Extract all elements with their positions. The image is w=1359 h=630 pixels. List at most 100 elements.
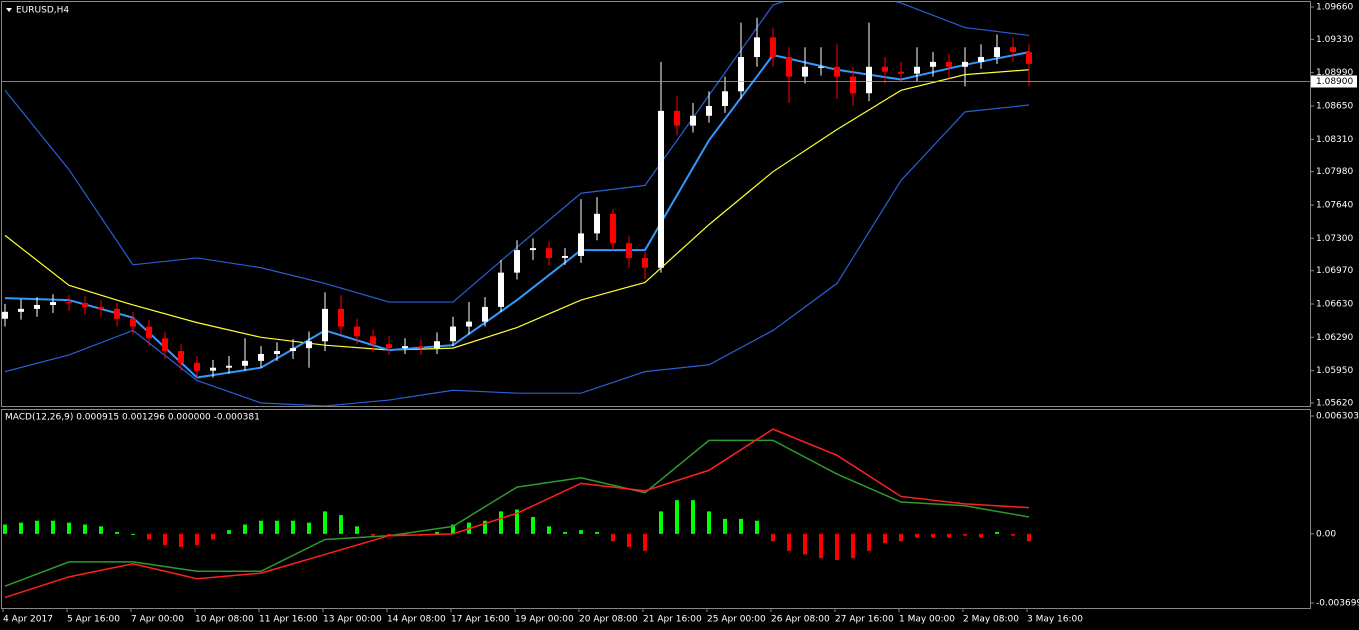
x-tick-label: 20 Apr 08:00 [579,615,638,625]
candle-body [594,213,600,234]
histogram-bar [755,520,759,534]
y-tick-label: 0.00 [1316,529,1336,539]
candle-body [722,91,728,106]
candle-body [658,110,664,268]
histogram-bar [835,533,839,561]
candle-body [306,341,312,349]
candle-body [546,248,552,258]
x-tick-label: 27 Apr 16:00 [835,615,894,625]
candle-body [978,56,984,62]
indicator-line [4,104,1030,406]
candle-body [834,66,840,77]
candle-body [994,47,1000,57]
histogram-bar [723,518,727,534]
histogram-bar [659,511,663,534]
histogram-bar [819,533,823,559]
histogram-bar [739,518,743,534]
x-tick-label: 13 Apr 00:00 [323,615,382,625]
candle-body [818,66,824,68]
histogram-bar [899,533,903,542]
candle-body [610,213,616,244]
axes: 1.09660 1.09330 1.08990 1.08650 1.08310 1.079… [2,3,1359,625]
candle-body [258,353,264,361]
histogram-bar [195,533,199,546]
histogram-bar [291,520,295,534]
y-tick-label: 1.09330 [1316,35,1353,45]
histogram-bar [787,533,791,551]
histogram-bar [179,533,183,547]
histogram-bar [531,517,535,534]
y-tick-label: -0.003699 [1316,599,1359,609]
histogram-bar [643,533,647,551]
histogram-bar [51,520,55,534]
candle-body [770,37,776,57]
symbol-title: EURUSD,H4 [16,6,69,16]
candle-body [530,248,536,251]
histogram-bar [979,533,983,538]
candle-body [1026,52,1032,64]
histogram-bar [563,531,567,534]
histogram-bar [627,533,631,547]
y-tick-label: 1.08990 [1316,68,1353,78]
y-tick-label: 1.07640 [1316,201,1353,211]
candle-body [946,61,952,67]
x-tick-label: 17 Apr 16:00 [451,615,510,625]
histogram-bar [83,524,87,534]
histogram-bar [995,531,999,534]
histogram-bar [387,533,391,536]
histogram-bar [307,522,311,534]
candle-body [626,243,632,258]
histogram-bar [595,531,599,534]
x-tick-label: 7 Apr 00:00 [131,615,184,625]
candle-body [194,362,200,371]
candle-body [354,326,360,337]
x-tick-label: 5 Apr 16:00 [67,615,120,625]
x-tick-label: 14 Apr 08:00 [387,615,446,625]
x-tick-label: 1 May 00:00 [899,615,955,625]
candle-body [850,76,856,94]
candle-body [418,346,424,349]
histogram-bar [435,531,439,534]
histogram-bar [259,520,263,534]
candle-body [450,326,456,342]
histogram-bar [99,526,103,534]
histogram-bar [451,524,455,534]
x-tick-label: 19 Apr 00:00 [515,615,574,625]
candle-body [146,326,152,339]
candle-body [322,308,328,342]
y-tick-label: 1.07300 [1316,234,1353,244]
current-price-label: 1.08900 [1316,77,1353,87]
candle-body [866,66,872,94]
main-panel [1,1,1311,407]
macd-panel [1,409,1311,609]
histogram-bar [275,520,279,534]
histogram-bar [147,533,151,540]
histogram-bar [707,511,711,534]
histogram-bar [211,533,215,540]
menu-arrow[interactable] [6,8,12,12]
histogram-bar [339,515,343,534]
histogram-bar [355,526,359,534]
histogram-bar [883,533,887,544]
histogram-bar [915,533,919,538]
candle-body [562,255,568,258]
candle-body [786,56,792,77]
x-tick-label: 26 Apr 08:00 [771,615,830,625]
histogram-bar [947,533,951,538]
candle-body [882,66,888,72]
histogram-bar [803,533,807,555]
histogram-bar [611,533,615,542]
candle-body [802,66,808,77]
candle-body [338,308,344,327]
x-tick-label: 10 Apr 08:00 [195,615,254,625]
candle-body [754,37,760,57]
candle-body [514,250,520,273]
histogram-bar [243,524,247,534]
candle-body [898,71,904,74]
y-tick-label: 1.05620 [1316,399,1353,409]
candle-body [370,336,376,345]
x-tick-label: 2 May 08:00 [963,615,1019,625]
candle-body [386,344,392,349]
y-tick-label: 1.08650 [1316,102,1353,112]
indicator-line [4,428,1030,599]
